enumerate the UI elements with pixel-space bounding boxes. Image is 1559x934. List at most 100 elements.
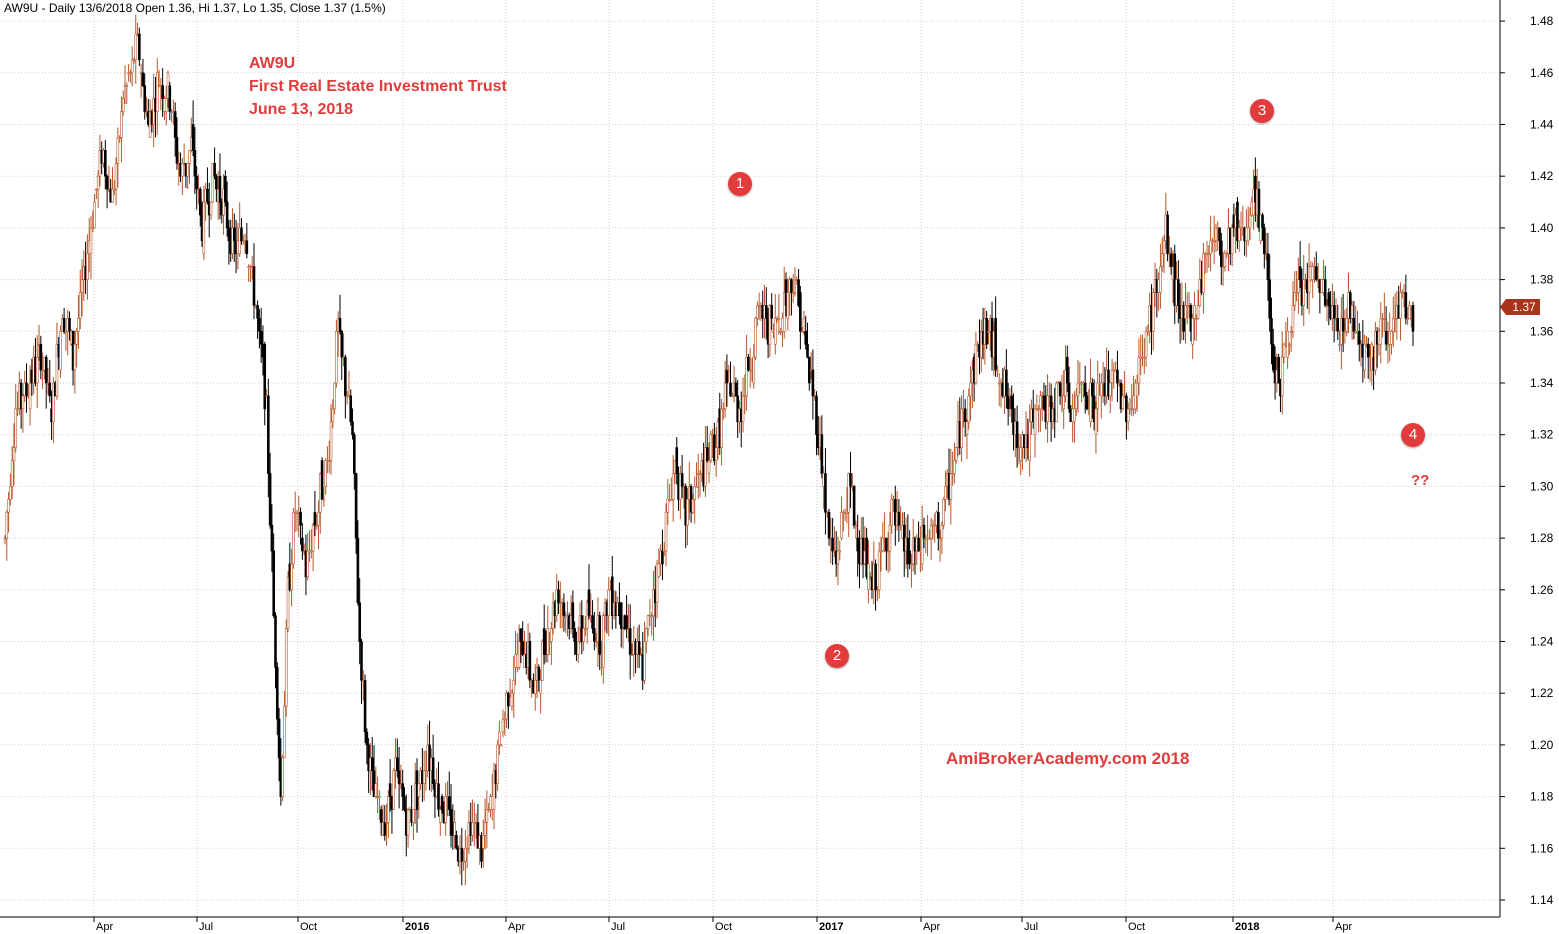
candle-up — [693, 486, 696, 500]
candle-down — [360, 641, 363, 681]
candle-up — [714, 447, 718, 461]
candle-down — [908, 550, 911, 565]
candle-up — [16, 408, 19, 411]
candle-down — [1010, 395, 1014, 410]
annotation-symbol: AW9U — [249, 55, 296, 72]
candle-down — [1015, 421, 1019, 448]
candle-up — [845, 511, 849, 514]
candle-up — [1214, 227, 1218, 242]
candle-up — [1033, 408, 1037, 436]
candle-up — [670, 499, 673, 501]
candle-down — [571, 602, 575, 629]
wave-marker-4: 4 — [1401, 423, 1425, 447]
candle-up — [996, 369, 999, 372]
candle-up — [920, 524, 924, 565]
candle-down — [383, 822, 387, 836]
candle-down — [143, 85, 147, 112]
candle-up — [412, 809, 415, 823]
candle-up — [594, 641, 598, 643]
candle-up — [1248, 214, 1252, 229]
candle-up — [756, 305, 759, 319]
candle-up — [1221, 266, 1225, 268]
candle-up — [548, 641, 551, 643]
candle-up — [422, 770, 426, 784]
candle-up — [942, 499, 945, 526]
candle-up — [59, 330, 62, 371]
candle-up — [1191, 318, 1194, 345]
candle-up — [186, 162, 190, 177]
y-tick-label: 1.36 — [1530, 324, 1554, 338]
x-tick-label: 2018 — [1235, 921, 1259, 933]
candle-up — [14, 408, 18, 448]
candle-series — [3, 14, 1415, 886]
candle-up — [655, 563, 659, 604]
candle-down — [856, 537, 859, 552]
candle-up — [1126, 408, 1130, 423]
candle-up — [621, 628, 625, 630]
candle-up — [1223, 253, 1227, 267]
question-marks-label: ?? — [1411, 472, 1430, 489]
candle-up — [202, 201, 206, 255]
candle-down — [301, 537, 304, 552]
candle-down — [401, 783, 404, 797]
candle-down — [619, 602, 623, 629]
candle-down — [610, 576, 614, 616]
candle-up — [120, 111, 123, 138]
candle-up — [1230, 227, 1234, 255]
y-tick-label: 1.30 — [1530, 479, 1554, 493]
candle-up — [1386, 343, 1390, 346]
candle-down — [1298, 266, 1302, 280]
candle-down — [365, 731, 369, 746]
candle-up — [888, 524, 892, 552]
candle-up — [886, 550, 890, 553]
candle-down — [320, 460, 324, 500]
candle-down — [747, 356, 750, 371]
candle-up — [132, 59, 136, 62]
candle-up — [643, 641, 646, 681]
candle-down — [1314, 266, 1318, 280]
candle-down — [354, 473, 358, 539]
candle-down — [849, 473, 852, 487]
candle-up — [646, 615, 650, 629]
candle-up — [35, 356, 39, 384]
candle-up — [286, 576, 290, 629]
candle-up — [317, 511, 320, 526]
candle-up — [944, 486, 947, 500]
candle-down — [240, 227, 243, 242]
candle-down — [460, 847, 464, 862]
y-tick-label: 1.32 — [1530, 428, 1554, 442]
candle-down — [353, 434, 356, 474]
candle-up — [77, 318, 80, 332]
candle-down — [268, 473, 272, 526]
candle-down — [831, 537, 834, 552]
y-tick-label: 1.46 — [1530, 66, 1554, 80]
candle-up — [331, 408, 335, 423]
x-tick-label: Apr — [96, 921, 113, 933]
candle-down — [1366, 343, 1370, 358]
candle-up — [481, 835, 485, 849]
candle-up — [471, 822, 474, 836]
candle-up — [1100, 382, 1103, 397]
candle-up — [1196, 305, 1200, 319]
last-price-tag: 1.37 — [1500, 299, 1540, 315]
candle-up — [3, 537, 7, 540]
candle-up — [93, 201, 96, 229]
candle-up — [929, 524, 933, 539]
candle-down — [270, 524, 274, 552]
candle-up — [1291, 305, 1295, 332]
x-tick-label: Oct — [715, 921, 732, 933]
candle-down — [1266, 253, 1270, 280]
candle-up — [1076, 382, 1080, 397]
candle-up — [1151, 292, 1155, 332]
candle-down — [628, 628, 632, 655]
candle-up — [453, 822, 456, 836]
candle-down — [1384, 330, 1388, 345]
candle-up — [28, 382, 32, 410]
candle-up — [743, 395, 747, 398]
candle-up — [311, 524, 315, 552]
candle-up — [310, 550, 313, 553]
candle-up — [1391, 318, 1395, 332]
candle-up — [533, 679, 537, 694]
candle-down — [161, 85, 164, 99]
candle-up — [1094, 408, 1098, 436]
